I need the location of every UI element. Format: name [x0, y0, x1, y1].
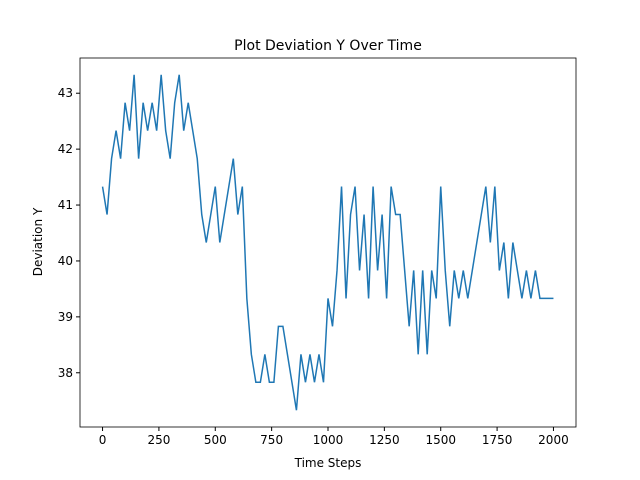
y-tick-label: 43 — [58, 86, 73, 100]
x-tick-label: 1000 — [313, 433, 344, 447]
y-tick-label: 41 — [58, 198, 73, 212]
x-tick-label: 500 — [204, 433, 227, 447]
x-axis-label: Time Steps — [294, 456, 362, 470]
x-tick-label: 0 — [99, 433, 107, 447]
x-tick-label: 1250 — [369, 433, 400, 447]
plot-frame — [79, 57, 577, 428]
y-axis-label: Deviation Y — [31, 207, 45, 276]
data-line — [101, 74, 554, 411]
chart-title: Plot Deviation Y Over Time — [234, 38, 422, 54]
x-tick-label: 1500 — [425, 433, 456, 447]
x-tick-label: 750 — [260, 433, 283, 447]
y-tick-label: 40 — [58, 254, 73, 268]
y-tick-label: 39 — [58, 310, 73, 324]
x-tick-label: 250 — [147, 433, 170, 447]
y-tick-label: 42 — [58, 142, 73, 156]
y-tick-label: 38 — [58, 366, 73, 380]
x-tick-label: 1750 — [482, 433, 513, 447]
x-tick-label: 2000 — [538, 433, 569, 447]
